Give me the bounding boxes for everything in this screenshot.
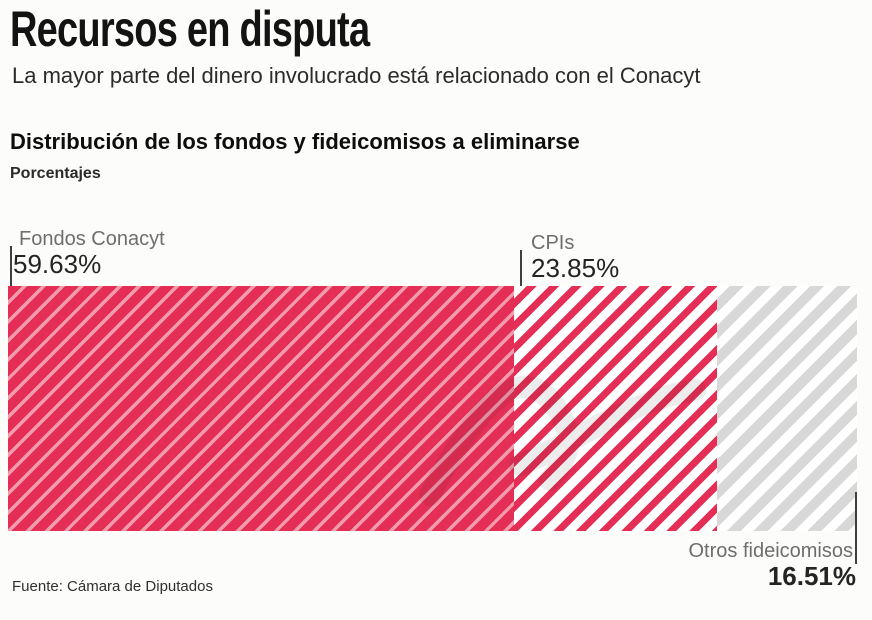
bar-segment-cpis bbox=[514, 286, 717, 531]
source-note: Fuente: Cámara de Diputados bbox=[12, 578, 213, 595]
stacked-bar bbox=[8, 286, 857, 531]
segment-value-fondos-conacyt: 59.63% bbox=[13, 249, 102, 279]
callout-tick-otros-fideicomisos bbox=[855, 492, 857, 564]
bar-segment-fondos-conacyt bbox=[8, 286, 515, 531]
page-title: Recursos en disputa bbox=[10, 1, 370, 57]
segment-label-otros-fideicomisos: Otros fideicomisos bbox=[688, 540, 854, 562]
chart-unit-label: Porcentajes bbox=[10, 165, 101, 182]
segment-label-cpis: CPIs bbox=[531, 232, 575, 254]
segment-value-cpis: 23.85% bbox=[531, 253, 620, 283]
segment-label-fondos-conacyt: Fondos Conacyt bbox=[19, 228, 165, 250]
segment-value-otros-fideicomisos: 16.51% bbox=[767, 561, 856, 591]
chart-title: Distribución de los fondos y fideicomiso… bbox=[10, 129, 580, 154]
bar-segment-otros-fideicomisos bbox=[716, 286, 857, 531]
page-subtitle: La mayor parte del dinero involucrado es… bbox=[12, 63, 701, 88]
